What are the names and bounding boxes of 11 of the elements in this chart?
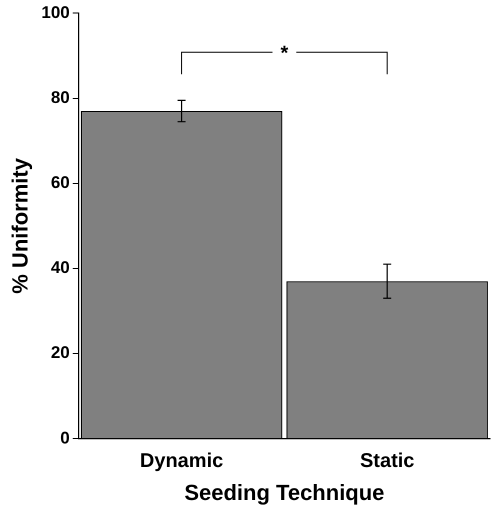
y-tick-label: 40	[50, 258, 70, 278]
x-tick-label: Dynamic	[140, 450, 224, 472]
y-tick-label: 60	[50, 173, 70, 192]
y-tick-label: 80	[50, 88, 70, 107]
y-axis-title: % Uniformity	[7, 157, 32, 294]
x-axis-title: Seeding Technique	[184, 480, 384, 505]
y-tick-label: 20	[50, 343, 70, 362]
y-tick-label: 0	[60, 428, 70, 448]
annotation: *	[280, 42, 288, 65]
x-tick-label: Static	[360, 450, 414, 472]
y-tick-label: 100	[41, 2, 70, 22]
